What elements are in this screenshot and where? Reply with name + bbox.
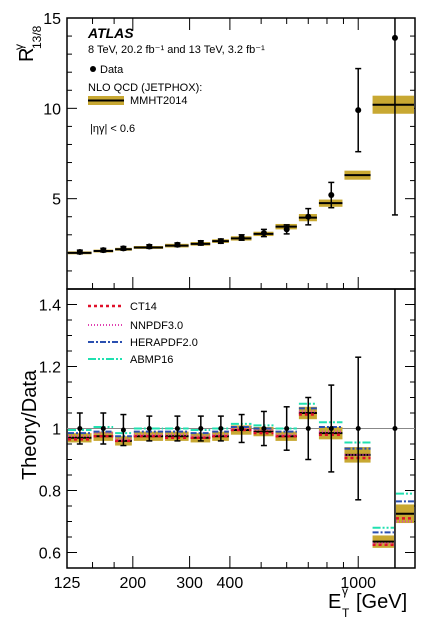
legend-herapdf: HERAPDF2.0	[88, 337, 198, 349]
ratio-point	[355, 426, 361, 431]
bottom-ytick-label: 1	[52, 422, 61, 439]
data-point	[217, 238, 224, 245]
ratio-point	[305, 426, 311, 431]
ratio-point	[100, 426, 106, 431]
data-point	[328, 192, 335, 199]
legend-theory-label: MMHT2014	[130, 95, 187, 107]
xlabel-sup: γ	[342, 584, 348, 598]
bottom-ytick-label: 1.4	[39, 298, 61, 315]
data-point	[238, 234, 245, 241]
xtick-label: 200	[119, 575, 146, 592]
xtick-label: 125	[54, 575, 81, 592]
xlabel-sub: T	[342, 606, 350, 620]
data-point	[283, 226, 290, 233]
data-point	[174, 241, 181, 248]
ratio-point	[146, 426, 152, 431]
bottom-ytick-label: 0.8	[39, 484, 61, 501]
ratio-point	[392, 426, 398, 431]
legend-nnpdf-label: NNPDF3.0	[130, 320, 183, 332]
top-ylabel-sub: 13/8	[30, 25, 44, 49]
data-point	[305, 213, 312, 220]
xlabel-unit: [GeV]	[356, 591, 407, 613]
ratio-point	[261, 426, 267, 431]
xlabel-main: E	[328, 591, 341, 613]
legend-data-marker	[90, 66, 96, 72]
legend-ct14-label: CT14	[130, 301, 157, 313]
top-panel: 5 10 15	[43, 11, 416, 290]
xtick-label: 1000	[340, 575, 376, 592]
bottom-panel: 0.6 0.8 1 1.2 1.4 125 200 300 400 1000	[39, 288, 416, 592]
top-ylabel-main: R	[16, 48, 38, 62]
ratio-point	[328, 426, 334, 431]
data-point	[197, 239, 204, 246]
ratio-point	[239, 426, 245, 431]
bottom-ytick-label: 1.2	[39, 360, 61, 377]
data-point	[391, 34, 398, 41]
eta-cut-label: |ηγ| < 0.6	[90, 123, 135, 135]
data-point	[120, 245, 127, 252]
ratio-point	[120, 427, 126, 433]
top-ytick-label: 10	[43, 101, 61, 118]
ratio-point	[174, 426, 180, 431]
energy-text: 8 TeV, 20.2 fb⁻¹ and 13 TeV, 3.2 fb⁻¹	[88, 44, 265, 56]
top-ytick-label: 15	[43, 11, 61, 28]
top-ytick-label: 5	[52, 192, 61, 209]
legend-theory-header: NLO QCD (JETPHOX):	[88, 82, 202, 94]
data-point	[100, 247, 107, 254]
legend-ct14: CT14	[88, 301, 157, 313]
xtick-label: 400	[217, 575, 244, 592]
bottom-ylabel: Theory/Data	[19, 369, 41, 480]
ratio-point	[218, 426, 224, 431]
ratio-point	[284, 426, 290, 431]
legend-abmp-label: ABMP16	[130, 354, 173, 366]
labels: ATLAS 8 TeV, 20.2 fb⁻¹ and 13 TeV, 3.2 f…	[12, 25, 407, 620]
data-point	[146, 243, 153, 250]
bottom-ytick-label: 0.6	[39, 546, 61, 563]
legend-nnpdf: NNPDF3.0	[88, 320, 183, 332]
ratio-point	[77, 426, 83, 431]
xtick-label: 300	[176, 575, 203, 592]
atlas-label: ATLAS	[87, 25, 134, 41]
ratio-point	[198, 426, 204, 431]
top-ylabel-sup: γ	[12, 44, 26, 50]
data-point	[260, 229, 267, 236]
data-point	[76, 248, 83, 255]
data-point	[355, 107, 362, 114]
legend-data-label: Data	[100, 64, 124, 76]
legend-abmp: ABMP16	[88, 354, 173, 366]
legend-herapdf-label: HERAPDF2.0	[130, 337, 198, 349]
